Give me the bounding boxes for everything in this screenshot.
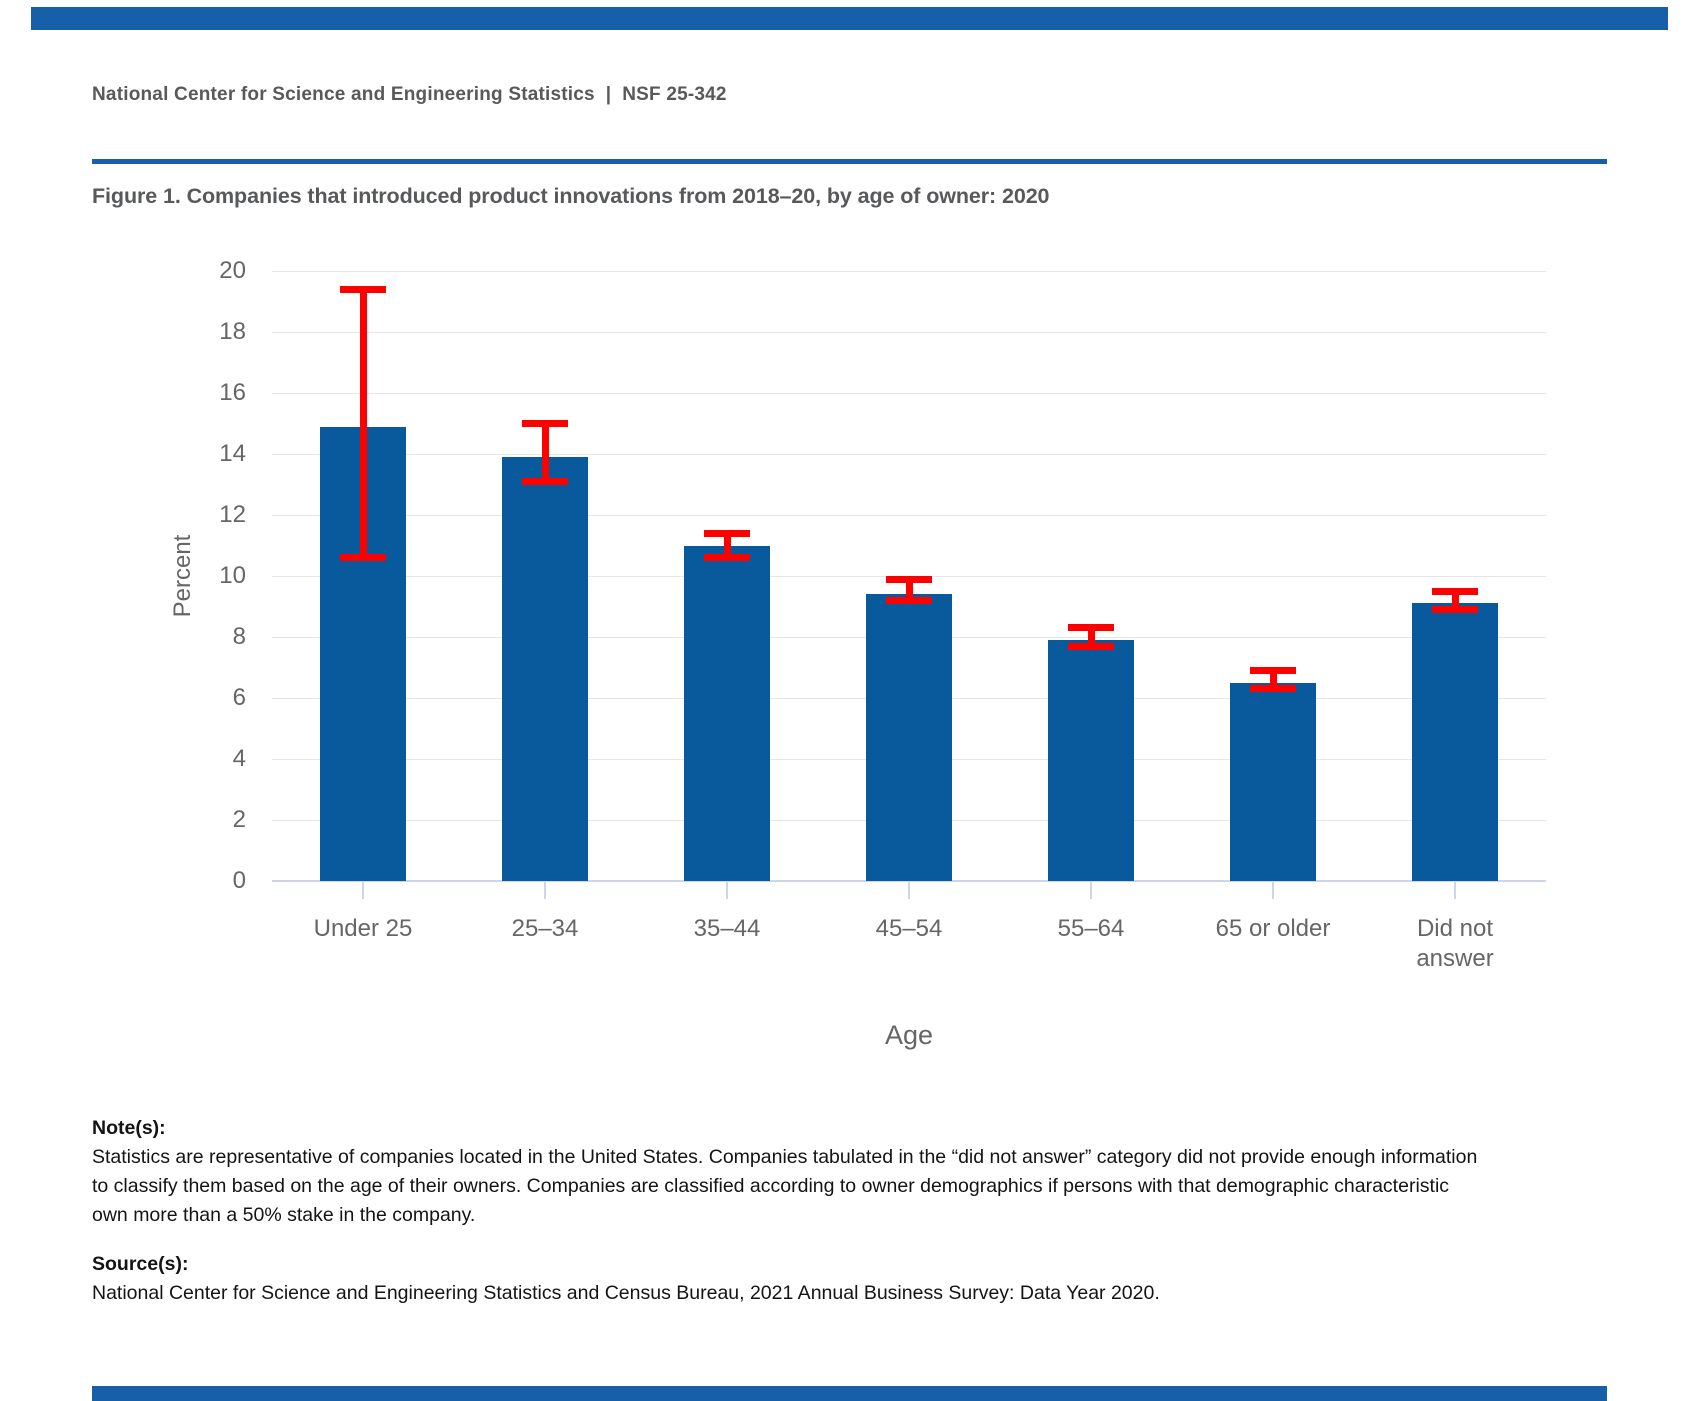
error-bar-cap-bottom xyxy=(1068,642,1114,650)
error-bar-stem xyxy=(905,579,913,601)
notes-heading: Note(s): xyxy=(92,1117,166,1139)
x-axis-title: Age xyxy=(884,1020,934,1050)
bottom-banner-bar xyxy=(92,1386,1607,1401)
x-axis-tick xyxy=(1272,882,1274,899)
error-bar-cap-bottom xyxy=(340,554,386,562)
error-bar-cap-bottom xyxy=(1250,685,1296,693)
error-bar-cap-top xyxy=(704,529,750,537)
error-bar-cap-top xyxy=(886,575,932,583)
error-bar-stem xyxy=(541,423,549,482)
gridline xyxy=(272,453,1546,455)
error-bar-cap-bottom xyxy=(1432,606,1478,614)
error-bar-cap-top xyxy=(1432,587,1478,595)
x-axis-tick xyxy=(544,882,546,899)
bar xyxy=(684,545,770,881)
error-bar-cap-bottom xyxy=(704,554,750,562)
error-bar-stem xyxy=(1269,670,1277,689)
error-bar-cap-bottom xyxy=(886,596,932,604)
category-label: 65 or older xyxy=(1215,915,1331,942)
gridline xyxy=(272,331,1546,333)
category-label: Did not answer xyxy=(1416,915,1494,972)
y-tick-label: 4 xyxy=(232,745,246,772)
y-tick-label: 2 xyxy=(232,806,246,833)
bar xyxy=(1048,640,1134,881)
error-bar-cap-top xyxy=(522,420,568,427)
x-axis-tick xyxy=(1454,882,1456,899)
source-text: National Center for Science and Engineer… xyxy=(92,1282,1160,1304)
y-tick-label: 8 xyxy=(232,623,246,650)
y-tick-label: 12 xyxy=(219,501,246,528)
gridline xyxy=(272,270,1546,272)
error-bar-stem xyxy=(1451,591,1459,610)
y-tick-label: 18 xyxy=(219,318,246,345)
top-banner-bar xyxy=(31,7,1668,30)
x-axis-tick xyxy=(1090,882,1092,899)
report-header: National Center for Science and Engineer… xyxy=(92,84,727,105)
error-bar-stem xyxy=(723,533,731,558)
gridline xyxy=(272,514,1546,516)
y-tick-label: 6 xyxy=(232,684,246,711)
y-tick-label: 20 xyxy=(219,257,246,284)
y-tick-label: 16 xyxy=(219,379,246,406)
x-axis-line xyxy=(272,880,1546,882)
error-bar-cap-bottom xyxy=(522,477,568,485)
source-section: Source(s): National Center for Science a… xyxy=(92,1250,1612,1308)
error-bar-cap-top xyxy=(340,285,386,293)
category-label: 25–34 xyxy=(511,915,579,942)
x-axis-tick xyxy=(726,882,728,899)
x-axis-tick xyxy=(908,882,910,899)
bar xyxy=(866,594,952,881)
y-tick-label: 0 xyxy=(232,867,246,894)
notes-text: Statistics are representative of compani… xyxy=(92,1146,1478,1226)
category-label: 55–64 xyxy=(1057,915,1125,942)
error-bar-stem xyxy=(1087,627,1095,647)
error-bar-cap-top xyxy=(1250,667,1296,675)
header-divider-rule xyxy=(92,159,1607,164)
source-heading: Source(s): xyxy=(92,1253,189,1275)
bar xyxy=(1412,603,1498,881)
bar xyxy=(502,457,588,881)
notes-section: Note(s): Statistics are representative o… xyxy=(92,1114,1612,1230)
error-bar-cap-top xyxy=(1068,624,1114,632)
error-bar-stem xyxy=(359,289,367,558)
y-tick-label: 10 xyxy=(219,562,246,589)
y-tick-label: 14 xyxy=(219,440,246,467)
category-label: Under 25 xyxy=(313,915,413,942)
x-axis-tick xyxy=(362,882,364,899)
bar xyxy=(1230,682,1316,881)
gridline xyxy=(272,392,1546,394)
figure-title: Figure 1. Companies that introduced prod… xyxy=(92,184,1050,208)
category-label: 35–44 xyxy=(693,915,761,942)
category-label: 45–54 xyxy=(875,915,943,942)
